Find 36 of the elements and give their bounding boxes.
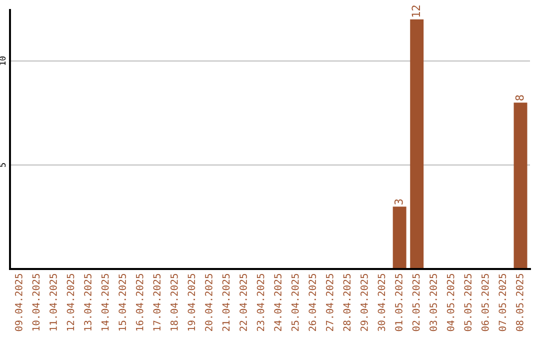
x-tick-label: 22.04.2025 (240, 274, 247, 331)
data-label: 12 (412, 6, 420, 17)
x-tick-label: 27.04.2025 (326, 274, 334, 331)
x-tick-label: 16.04.2025 (136, 274, 144, 331)
data-label: 3 (394, 199, 403, 204)
x-tick-label: 20.04.2025 (205, 274, 212, 331)
x-tick-label: 15.04.2025 (118, 274, 126, 331)
x-tick-label: 29.04.2025 (360, 274, 368, 331)
x-tick-label: 30.04.2025 (378, 274, 386, 332)
x-tick-label: 18.04.2025 (170, 274, 178, 331)
x-tick-label: 28.04.2025 (343, 274, 351, 331)
x-tick-label: 23.04.2025 (256, 274, 264, 331)
x-tick-label: 26.04.2025 (308, 274, 316, 331)
x-tick-label: 10.04.2025 (32, 274, 40, 331)
bar (514, 102, 528, 269)
x-tick-label: 19.04.2025 (188, 274, 196, 331)
x-tick-label: 05.05.2025 (464, 274, 472, 332)
x-tick-label: 03.05.2025 (430, 274, 437, 332)
x-tick-label: 25.04.2025 (291, 274, 299, 331)
x-tick-label: 12.04.2025 (66, 274, 74, 331)
x-tick-label: 01.05.2025 (395, 274, 402, 332)
x-tick-label: 21.04.2025 (222, 274, 230, 331)
x-tick-label: 13.04.2025 (84, 274, 92, 331)
x-tick-label: 08.05.2025 (516, 274, 524, 332)
x-tick-label: 14.04.2025 (101, 274, 109, 331)
x-tick-label: 02.05.2025 (412, 274, 420, 332)
bar (392, 206, 406, 269)
x-tick-label: 09.04.2025 (14, 274, 22, 332)
x-tick-label: 24.04.2025 (274, 274, 282, 331)
x-tick-label: 11.04.2025 (50, 274, 57, 331)
data-label: 8 (515, 95, 524, 100)
x-tick-label: 06.05.2025 (481, 274, 489, 332)
x-tick-label: 04.05.2025 (446, 274, 454, 332)
x-tick-label: 07.05.2025 (498, 274, 506, 332)
x-tick-label: 17.04.2025 (153, 274, 161, 331)
bar (410, 19, 424, 269)
